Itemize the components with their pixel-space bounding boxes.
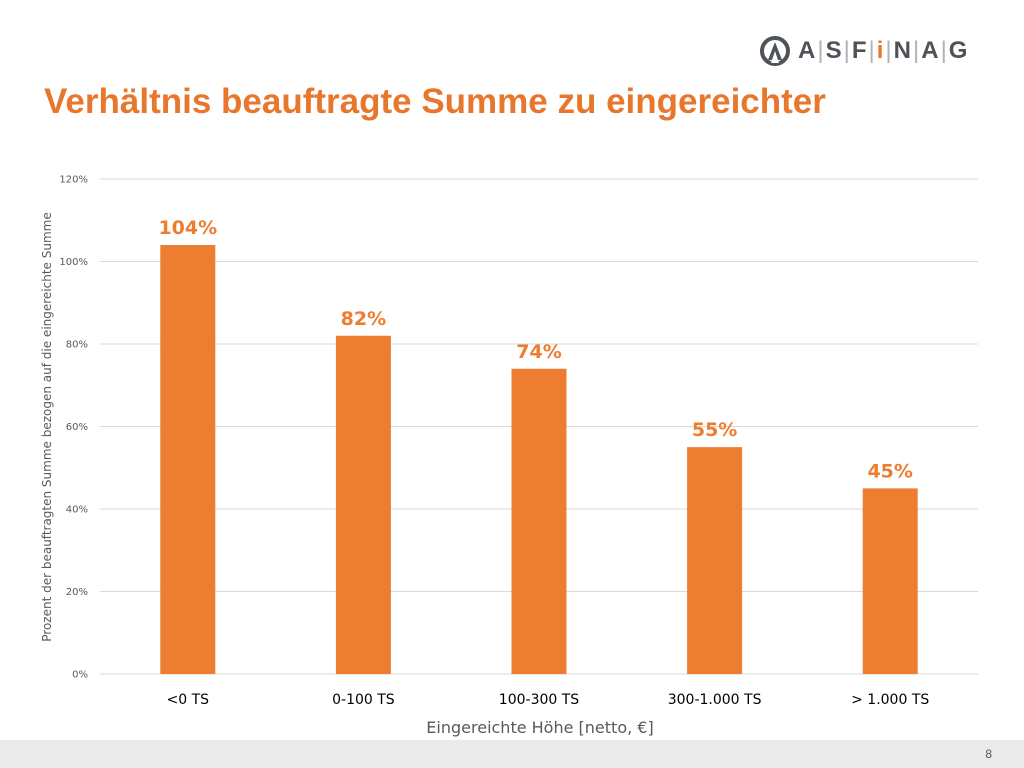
data-label: 74% [516,341,561,363]
logo-letter: i [876,37,884,64]
y-tick-label: 80% [66,340,88,351]
x-axis-categories: <0 TS 0-100 TS 100-300 TS 300-1.000 TS > 1.0… [167,692,930,708]
bar [160,245,216,674]
bar [862,488,918,674]
y-tick-label: 0% [72,670,88,681]
logo-separator: | [912,37,920,64]
bar [335,335,391,674]
slide-number: 8 [985,747,992,761]
data-label: 55% [692,419,737,441]
logo-letter: A [798,37,816,64]
logo-separator: | [843,37,850,64]
data-label: 82% [341,308,386,330]
logo-letter: N [893,37,911,64]
data-labels: 104% 82% 74% 55% 45% [158,217,912,482]
logo-separator: | [885,37,892,64]
x-axis-title: Eingereichte Höhe [netto, €] [426,718,653,737]
data-label: 104% [158,217,217,239]
footer-bar [0,740,1024,768]
y-tick-label: 60% [66,422,88,433]
logo-letter: G [948,37,968,64]
x-category-label: > 1.000 TS [851,692,929,708]
page-title: Verhältnis beauftragte Summe zu eingerei… [44,82,826,121]
y-tick-label: 20% [66,587,88,598]
logo-separator: | [817,37,824,64]
bar [511,368,567,674]
logo-letter: F [851,37,867,64]
bar-chart: 0%20%40%60%80%100%120% 104%82%74%55%45% … [40,175,978,737]
logo-letter: S [825,37,842,64]
x-category-label: 100-300 TS [499,692,579,708]
logo-letter: A [921,37,939,64]
x-category-label: <0 TS [167,692,210,708]
data-label: 45% [867,460,912,482]
logo-wordmark: A | S | F | i | N | A | G [798,37,967,65]
asfinag-logo-icon [760,36,790,66]
y-axis-title: Prozent der beauftragten Summe bezogen a… [40,212,54,642]
asfinag-logo: A | S | F | i | N | A | G [760,34,967,68]
y-axis-ticks: 0% 20% 40% 60% 80% 100% 120% [59,175,88,681]
x-category-label: 0-100 TS [332,692,395,708]
logo-separator: | [868,37,875,64]
bar [687,447,743,674]
y-tick-label: 120% [59,175,88,186]
y-tick-label: 40% [66,505,88,516]
logo-separator: | [940,37,947,64]
y-tick-label: 100% [59,257,88,268]
bars [160,245,918,674]
x-category-label: 300-1.000 TS [668,692,762,708]
